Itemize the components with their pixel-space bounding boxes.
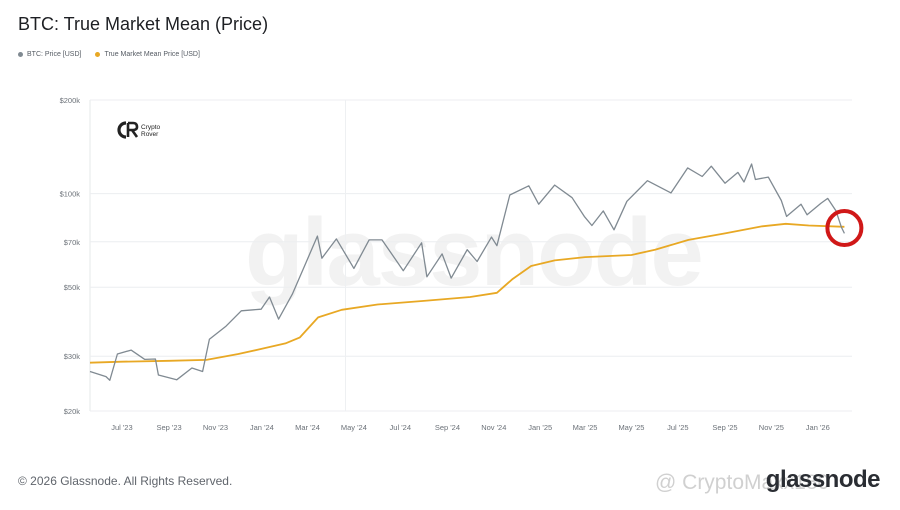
legend-label-price: BTC: Price [USD] (27, 51, 82, 58)
x-axis-ticks: Jul '23 Sep '23 Nov '23 Jan '24 Mar '24 May '… (111, 423, 830, 432)
crypto-rover-text-1: Crypto (141, 124, 161, 131)
user-watermark: @ CryptoMaxx180 (655, 471, 830, 494)
y-tick-label: $200k (60, 96, 81, 105)
x-tick-label: Jul '23 (111, 423, 132, 432)
crypto-rover-icon-r (126, 121, 139, 138)
legend-dot-price (18, 52, 23, 57)
crypto-rover-text-2: Rover (141, 131, 159, 138)
x-tick-label: Sep '25 (712, 423, 737, 432)
crypto-rover-icon (117, 121, 127, 139)
price-chart: $20k $30k $50k $70k $100k $200k Jul '23 Sep '2… (60, 96, 864, 432)
x-tick-label: Mar '24 (295, 423, 320, 432)
x-tick-label: Sep '24 (435, 423, 460, 432)
glassnode-brand-logo: glassnode (765, 466, 881, 493)
legend-item-true-market-mean[interactable]: True Market Mean Price [USD] (95, 51, 200, 58)
x-tick-label: Nov '25 (759, 423, 784, 432)
y-tick-label: $100k (60, 190, 81, 199)
legend-dot-true-market-mean (95, 52, 101, 57)
x-tick-label: Nov '24 (481, 423, 506, 432)
x-tick-label: Nov '23 (203, 423, 228, 432)
y-tick-label: $30k (64, 352, 81, 361)
y-tick-label: $50k (64, 283, 81, 292)
copyright-text: © 2026 Glassnode. All Rights Reserved. (18, 474, 233, 488)
x-tick-label: Jan '26 (806, 423, 830, 432)
glassnode-watermark: glassnode (245, 199, 704, 306)
legend-item-price[interactable]: BTC: Price [USD] (18, 51, 81, 58)
y-tick-label: $20k (64, 407, 81, 416)
series-line-btc-price (89, 163, 845, 381)
chart-title: BTC: True Market Mean (Price) (18, 14, 269, 34)
series-line-true-market-mean (89, 222, 845, 364)
crypto-rover-logo: Crypto Rover (117, 121, 161, 139)
x-tick-label: May '25 (618, 423, 644, 432)
chart-legend: BTC: Price [USD] True Market Mean Price … (18, 51, 200, 58)
x-tick-label: Jan '25 (528, 423, 552, 432)
y-axis-ticks: $20k $30k $50k $70k $100k $200k (60, 96, 81, 416)
x-tick-label: Jul '24 (390, 423, 411, 432)
x-tick-label: Jul '25 (667, 423, 688, 432)
x-tick-label: Mar '25 (573, 423, 598, 432)
legend-label-true-market-mean: True Market Mean Price [USD] (104, 51, 200, 58)
x-tick-label: May '24 (341, 423, 367, 432)
y-tick-label: $70k (64, 238, 81, 247)
x-tick-label: Sep '23 (156, 423, 181, 432)
highlight-circle-annotation (825, 209, 864, 248)
x-tick-label: Jan '24 (250, 423, 274, 432)
